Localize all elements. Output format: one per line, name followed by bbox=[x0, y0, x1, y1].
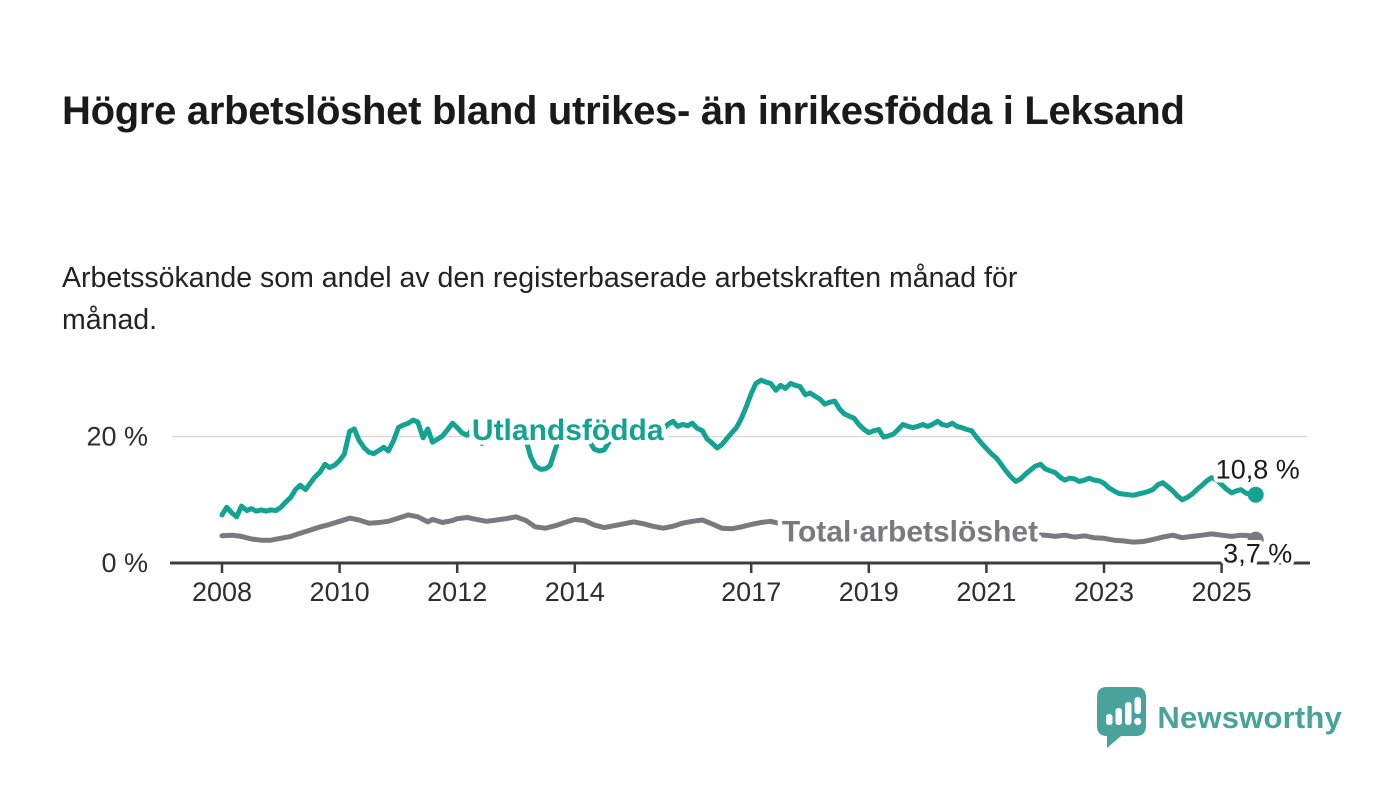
x-tick-label-2017: 2017 bbox=[721, 577, 781, 607]
page-title: Högre arbetslöshet bland utrikes- än inr… bbox=[62, 88, 1185, 133]
x-tick-label-2014: 2014 bbox=[545, 577, 605, 607]
x-tick-label-2025: 2025 bbox=[1192, 577, 1252, 607]
x-tick-label-2008: 2008 bbox=[192, 577, 252, 607]
exclamation-dot bbox=[1134, 717, 1142, 726]
newsworthy-brand: Newsworthy bbox=[1097, 686, 1342, 750]
series-label-0: Utlandsfödda bbox=[472, 414, 664, 447]
exclamation-bar bbox=[1134, 697, 1142, 714]
chart-subtitle: Arbetssökande som andel av den registerb… bbox=[62, 261, 1018, 336]
y-tick-label-20: 20 % bbox=[86, 422, 148, 452]
series-label-1: Total arbetslöshet bbox=[782, 515, 1038, 548]
bar-large bbox=[1125, 702, 1132, 725]
bar-small bbox=[1106, 714, 1113, 725]
series-line-1 bbox=[219, 512, 1259, 545]
end-value-label-0: 10,8 % bbox=[1216, 455, 1300, 485]
end-value-label-1: 3,7 % bbox=[1223, 539, 1292, 569]
x-tick-label-2010: 2010 bbox=[310, 577, 370, 607]
x-tick-label-2012: 2012 bbox=[427, 577, 487, 607]
series-line-0 bbox=[219, 377, 1259, 520]
bar-chart-speech-bubble-icon bbox=[1097, 687, 1147, 748]
x-tick-label-2019: 2019 bbox=[839, 577, 899, 607]
x-tick-label-2023: 2023 bbox=[1074, 577, 1134, 607]
y-tick-label-0: 0 % bbox=[101, 548, 148, 578]
end-dot-1 bbox=[1247, 531, 1264, 548]
end-dot-0 bbox=[1247, 486, 1264, 503]
x-tick-label-2021: 2021 bbox=[956, 577, 1016, 607]
brand-name: Newsworthy bbox=[1157, 700, 1342, 735]
bar-medium bbox=[1115, 708, 1123, 725]
